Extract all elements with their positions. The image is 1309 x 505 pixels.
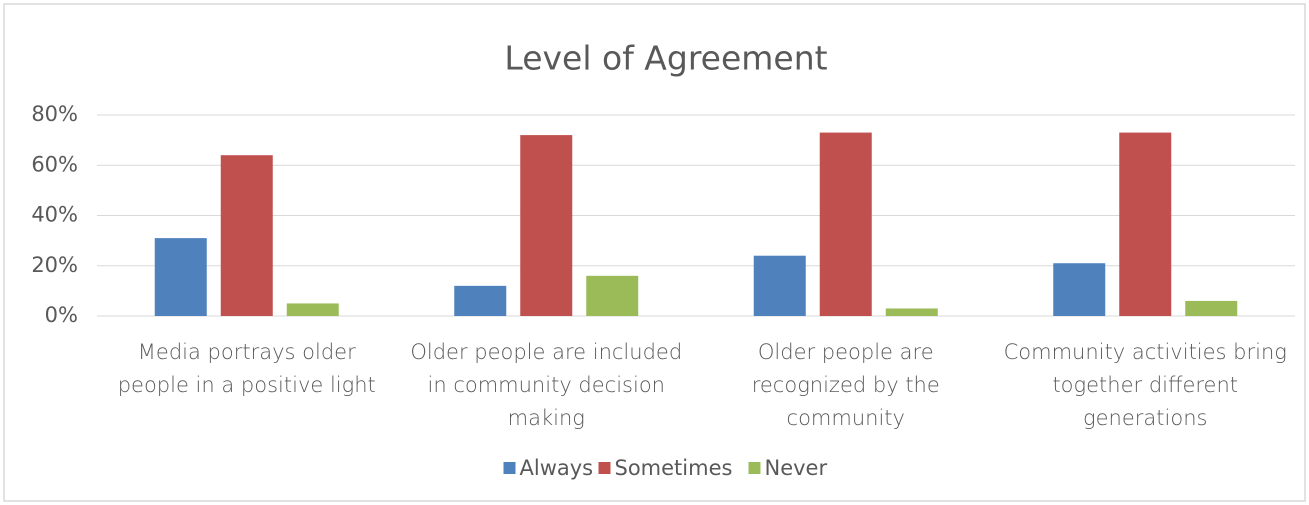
legend-label: Never [765, 456, 828, 480]
bar [286, 303, 339, 316]
y-tick-label: 60% [31, 152, 78, 176]
bar [220, 155, 273, 316]
legend-swatch [748, 462, 761, 474]
bar [586, 275, 639, 316]
bar [819, 132, 872, 316]
legend-swatch [503, 462, 516, 474]
bar [753, 255, 806, 316]
bar [454, 285, 507, 316]
x-tick-label: Older people are recognized by the commu… [751, 340, 940, 430]
chart-title: Level of Agreement [504, 39, 827, 78]
bar [1119, 132, 1172, 316]
bar [154, 238, 207, 316]
legend-label: Sometimes [615, 456, 733, 480]
bar [885, 308, 938, 316]
x-tick-label: Media portrays older people in a positiv… [117, 340, 376, 397]
legend-swatch [598, 462, 611, 474]
y-tick-label: 40% [31, 203, 78, 227]
bar [520, 135, 573, 316]
y-tick-label: 80% [31, 102, 78, 126]
x-tick-label: Older people are included in community d… [410, 340, 683, 430]
y-tick-label: 20% [31, 253, 78, 277]
bar [1053, 263, 1106, 316]
bar [1185, 300, 1238, 316]
legend-label: Always [520, 456, 594, 480]
y-tick-label: 0% [45, 303, 78, 327]
x-tick-label: Community activities bring together diff… [1003, 340, 1287, 430]
